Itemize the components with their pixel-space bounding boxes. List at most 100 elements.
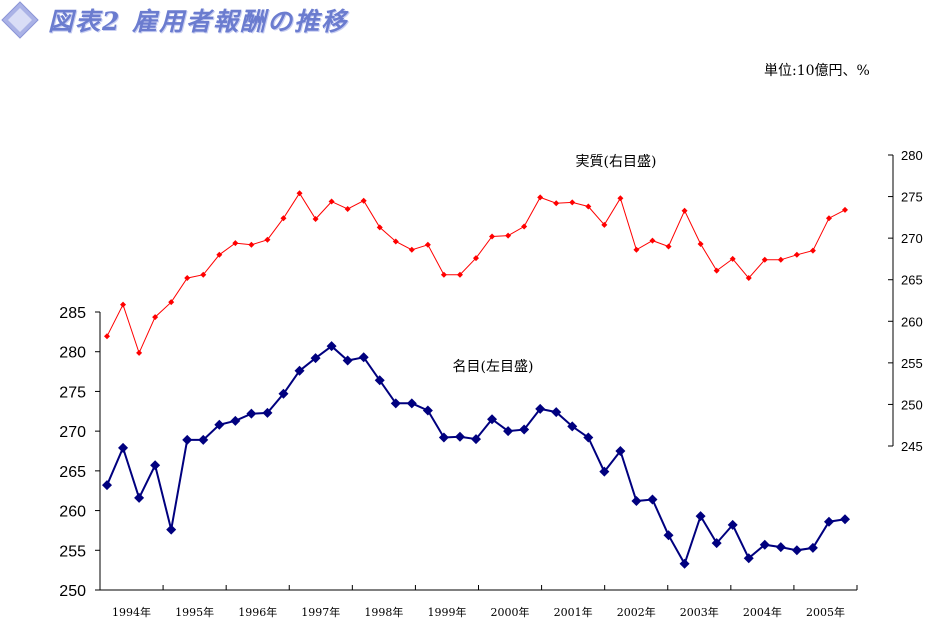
nominal-point [342, 355, 353, 366]
nominal-point [743, 553, 754, 564]
nominal-point [118, 442, 129, 453]
nominal-point [631, 496, 642, 507]
right-tick-label: 250 [901, 397, 923, 412]
right-tick-label: 270 [901, 231, 923, 246]
real-point [360, 197, 367, 204]
nominal-point [840, 514, 850, 525]
nominal-point [567, 421, 578, 432]
x-tick-label: 1994年 [112, 605, 151, 618]
nominal-point [615, 446, 626, 456]
real-point [408, 246, 415, 253]
x-tick-label: 2000年 [491, 605, 530, 618]
real-point [537, 194, 544, 201]
real-point [585, 203, 592, 210]
x-tick-label: 2003年 [680, 605, 719, 618]
left-tick-label: 275 [59, 384, 86, 401]
real-point [489, 233, 496, 240]
real-point [312, 216, 319, 223]
nominal-point [102, 480, 112, 491]
nominal-point [310, 353, 321, 364]
nominal-point [711, 538, 722, 549]
real-point [601, 221, 608, 228]
nominal-point [823, 516, 834, 527]
real-point [104, 333, 110, 340]
nominal-point [487, 414, 498, 425]
real-point [665, 243, 672, 250]
nominal-series-label: 名目(左目盛) [453, 359, 534, 375]
chart-labels: 実質(右目盛) 名目(左目盛) [453, 154, 657, 375]
real-point [152, 314, 159, 321]
right-tick-label: 245 [901, 439, 923, 454]
real-point [424, 241, 431, 248]
nominal-point [326, 341, 337, 352]
real-point [713, 267, 720, 274]
title-bar: 図表2 雇用者報酬の推移 [0, 0, 420, 40]
real-point [553, 200, 560, 207]
real-point [761, 256, 768, 263]
nominal-point [278, 388, 289, 399]
real-point [809, 247, 816, 254]
real-point [521, 223, 528, 230]
x-tick-label: 1996年 [238, 605, 277, 618]
nominal-point [519, 424, 530, 435]
left-tick-label: 260 [59, 504, 86, 521]
diamond-bullet-icon [1, 1, 39, 39]
nominal-point [727, 519, 738, 530]
real-point [745, 275, 752, 282]
x-tick-label: 1999年 [427, 605, 466, 618]
nominal-point [791, 545, 802, 556]
real-point [200, 271, 207, 278]
nominal-point [422, 405, 433, 416]
real-point [473, 255, 479, 262]
nominal-line [106, 344, 846, 567]
nominal-point [246, 408, 257, 419]
real-point [344, 206, 351, 213]
nominal-point [454, 431, 465, 442]
nominal-point [214, 419, 225, 430]
x-tick-label: 1998年 [364, 605, 403, 618]
real-point [617, 195, 624, 202]
real-point [216, 251, 223, 258]
real-point [120, 301, 127, 308]
x-tick-label: 2001年 [554, 605, 593, 618]
real-point [392, 238, 399, 245]
real-point [777, 256, 784, 263]
left-tick-label: 285 [59, 305, 86, 322]
real-point [232, 240, 239, 247]
real-point [136, 349, 143, 356]
nominal-series [102, 341, 850, 569]
nominal-point [599, 466, 610, 477]
nominal-point [663, 530, 674, 541]
nominal-point [471, 434, 481, 445]
unit-label: 単位:10億円、% [764, 63, 870, 79]
nominal-point [406, 398, 417, 409]
real-point [697, 240, 704, 247]
right-tick-label: 255 [901, 356, 923, 371]
nominal-point [679, 558, 690, 569]
right-tick-label: 260 [901, 314, 923, 329]
nominal-point [390, 398, 401, 409]
real-point [456, 271, 463, 278]
nominal-point [647, 494, 658, 505]
x-tick-label: 2002年 [617, 605, 656, 618]
nominal-point [535, 403, 546, 414]
real-point [681, 207, 688, 214]
nominal-point [262, 407, 273, 418]
x-tick-label: 1995年 [175, 605, 214, 618]
left-tick-label: 270 [59, 424, 86, 441]
nominal-point [775, 542, 786, 553]
real-point [296, 190, 303, 197]
right-tick-label: 275 [901, 190, 923, 205]
nominal-point [503, 426, 514, 437]
real-point [184, 275, 191, 282]
real-point [280, 215, 287, 222]
right-tick-label: 265 [901, 273, 923, 288]
nominal-point [807, 542, 818, 553]
real-point [248, 241, 255, 248]
nominal-point [230, 415, 241, 426]
real-series-label: 実質(右目盛) [576, 154, 657, 170]
real-point [168, 299, 175, 306]
real-point [440, 271, 447, 278]
nominal-point [374, 375, 385, 386]
